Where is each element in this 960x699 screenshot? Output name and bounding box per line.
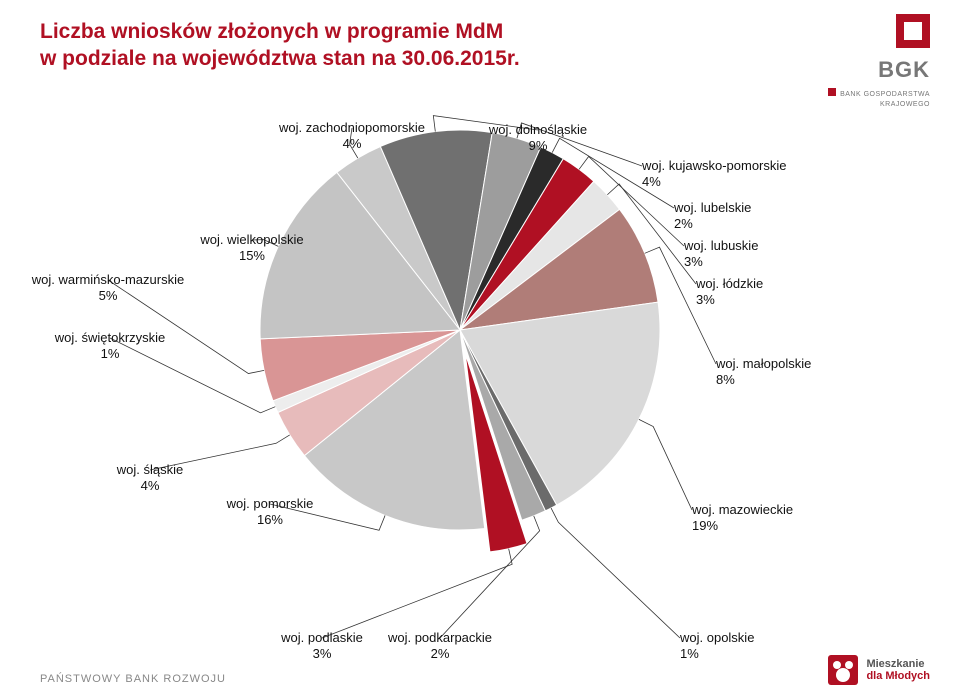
mdm-line1: Mieszkanie — [866, 658, 930, 670]
label-text: woj. łódzkie — [696, 276, 763, 292]
label-lubelskie: woj. lubelskie2% — [674, 200, 751, 231]
label-text: woj. świętokrzyskie — [55, 330, 166, 346]
label-mazowieckie: woj. mazowieckie19% — [692, 502, 793, 533]
label-text: woj. kujawsko-pomorskie — [642, 158, 787, 174]
label-text: woj. śląskie — [117, 462, 183, 478]
label-warminsko-mazurskie: woj. warmińsko-mazurskie5% — [32, 272, 184, 303]
label-text: woj. dolnośląskie — [489, 122, 587, 138]
label-lubuskie: woj. lubuskie3% — [684, 238, 758, 269]
leader-podlaskie — [322, 549, 512, 638]
pie-chart: woj. zachodniopomorskie4%woj. dolnośląsk… — [0, 0, 960, 699]
label-pct: 4% — [279, 136, 425, 152]
label-slaskie: woj. śląskie4% — [117, 462, 183, 493]
label-wielkopolskie: woj. wielkopolskie15% — [200, 232, 303, 263]
footer-left: PAŃSTWOWY BANK ROZWOJU — [40, 673, 226, 685]
label-malopolskie: woj. małopolskie8% — [716, 356, 811, 387]
label-podkarpackie: woj. podkarpackie2% — [388, 630, 492, 661]
label-text: woj. podlaskie — [281, 630, 363, 646]
mdm-icon — [828, 655, 858, 685]
label-pct: 4% — [642, 174, 787, 190]
label-pct: 5% — [32, 288, 184, 304]
label-pct: 9% — [489, 138, 587, 154]
label-pct: 1% — [55, 346, 166, 362]
label-text: woj. mazowieckie — [692, 502, 793, 518]
label-text: woj. podkarpackie — [388, 630, 492, 646]
label-text: woj. warmińsko-mazurskie — [32, 272, 184, 288]
label-pct: 8% — [716, 372, 811, 388]
label-pct: 2% — [388, 646, 492, 662]
label-text: woj. lubelskie — [674, 200, 751, 216]
label-lodzkie: woj. łódzkie3% — [696, 276, 763, 307]
label-kujawsko-pomorskie: woj. kujawsko-pomorskie4% — [642, 158, 787, 189]
label-pct: 19% — [692, 518, 793, 534]
label-pct: 2% — [674, 216, 751, 232]
label-pct: 15% — [200, 248, 303, 264]
label-text: woj. pomorskie — [227, 496, 314, 512]
mdm-logo: Mieszkanie dla Młodych — [828, 655, 930, 685]
label-text: woj. lubuskie — [684, 238, 758, 254]
label-opolskie: woj. opolskie1% — [680, 630, 754, 661]
label-text: woj. zachodniopomorskie — [279, 120, 425, 136]
label-pct: 3% — [696, 292, 763, 308]
label-pct: 4% — [117, 478, 183, 494]
leader-opolskie — [551, 508, 680, 638]
label-zachodniopomorskie: woj. zachodniopomorskie4% — [279, 120, 425, 151]
label-dolnoslaskie: woj. dolnośląskie9% — [489, 122, 587, 153]
label-podlaskie: woj. podlaskie3% — [281, 630, 363, 661]
label-swietokrzyskie: woj. świętokrzyskie1% — [55, 330, 166, 361]
leader-mazowieckie — [639, 419, 692, 510]
label-pct: 3% — [684, 254, 758, 270]
mdm-line2: dla Młodych — [866, 670, 930, 682]
label-text: woj. opolskie — [680, 630, 754, 646]
label-pct: 3% — [281, 646, 363, 662]
label-text: woj. małopolskie — [716, 356, 811, 372]
label-text: woj. wielkopolskie — [200, 232, 303, 248]
label-pct: 1% — [680, 646, 754, 662]
label-pct: 16% — [227, 512, 314, 528]
label-pomorskie: woj. pomorskie16% — [227, 496, 314, 527]
